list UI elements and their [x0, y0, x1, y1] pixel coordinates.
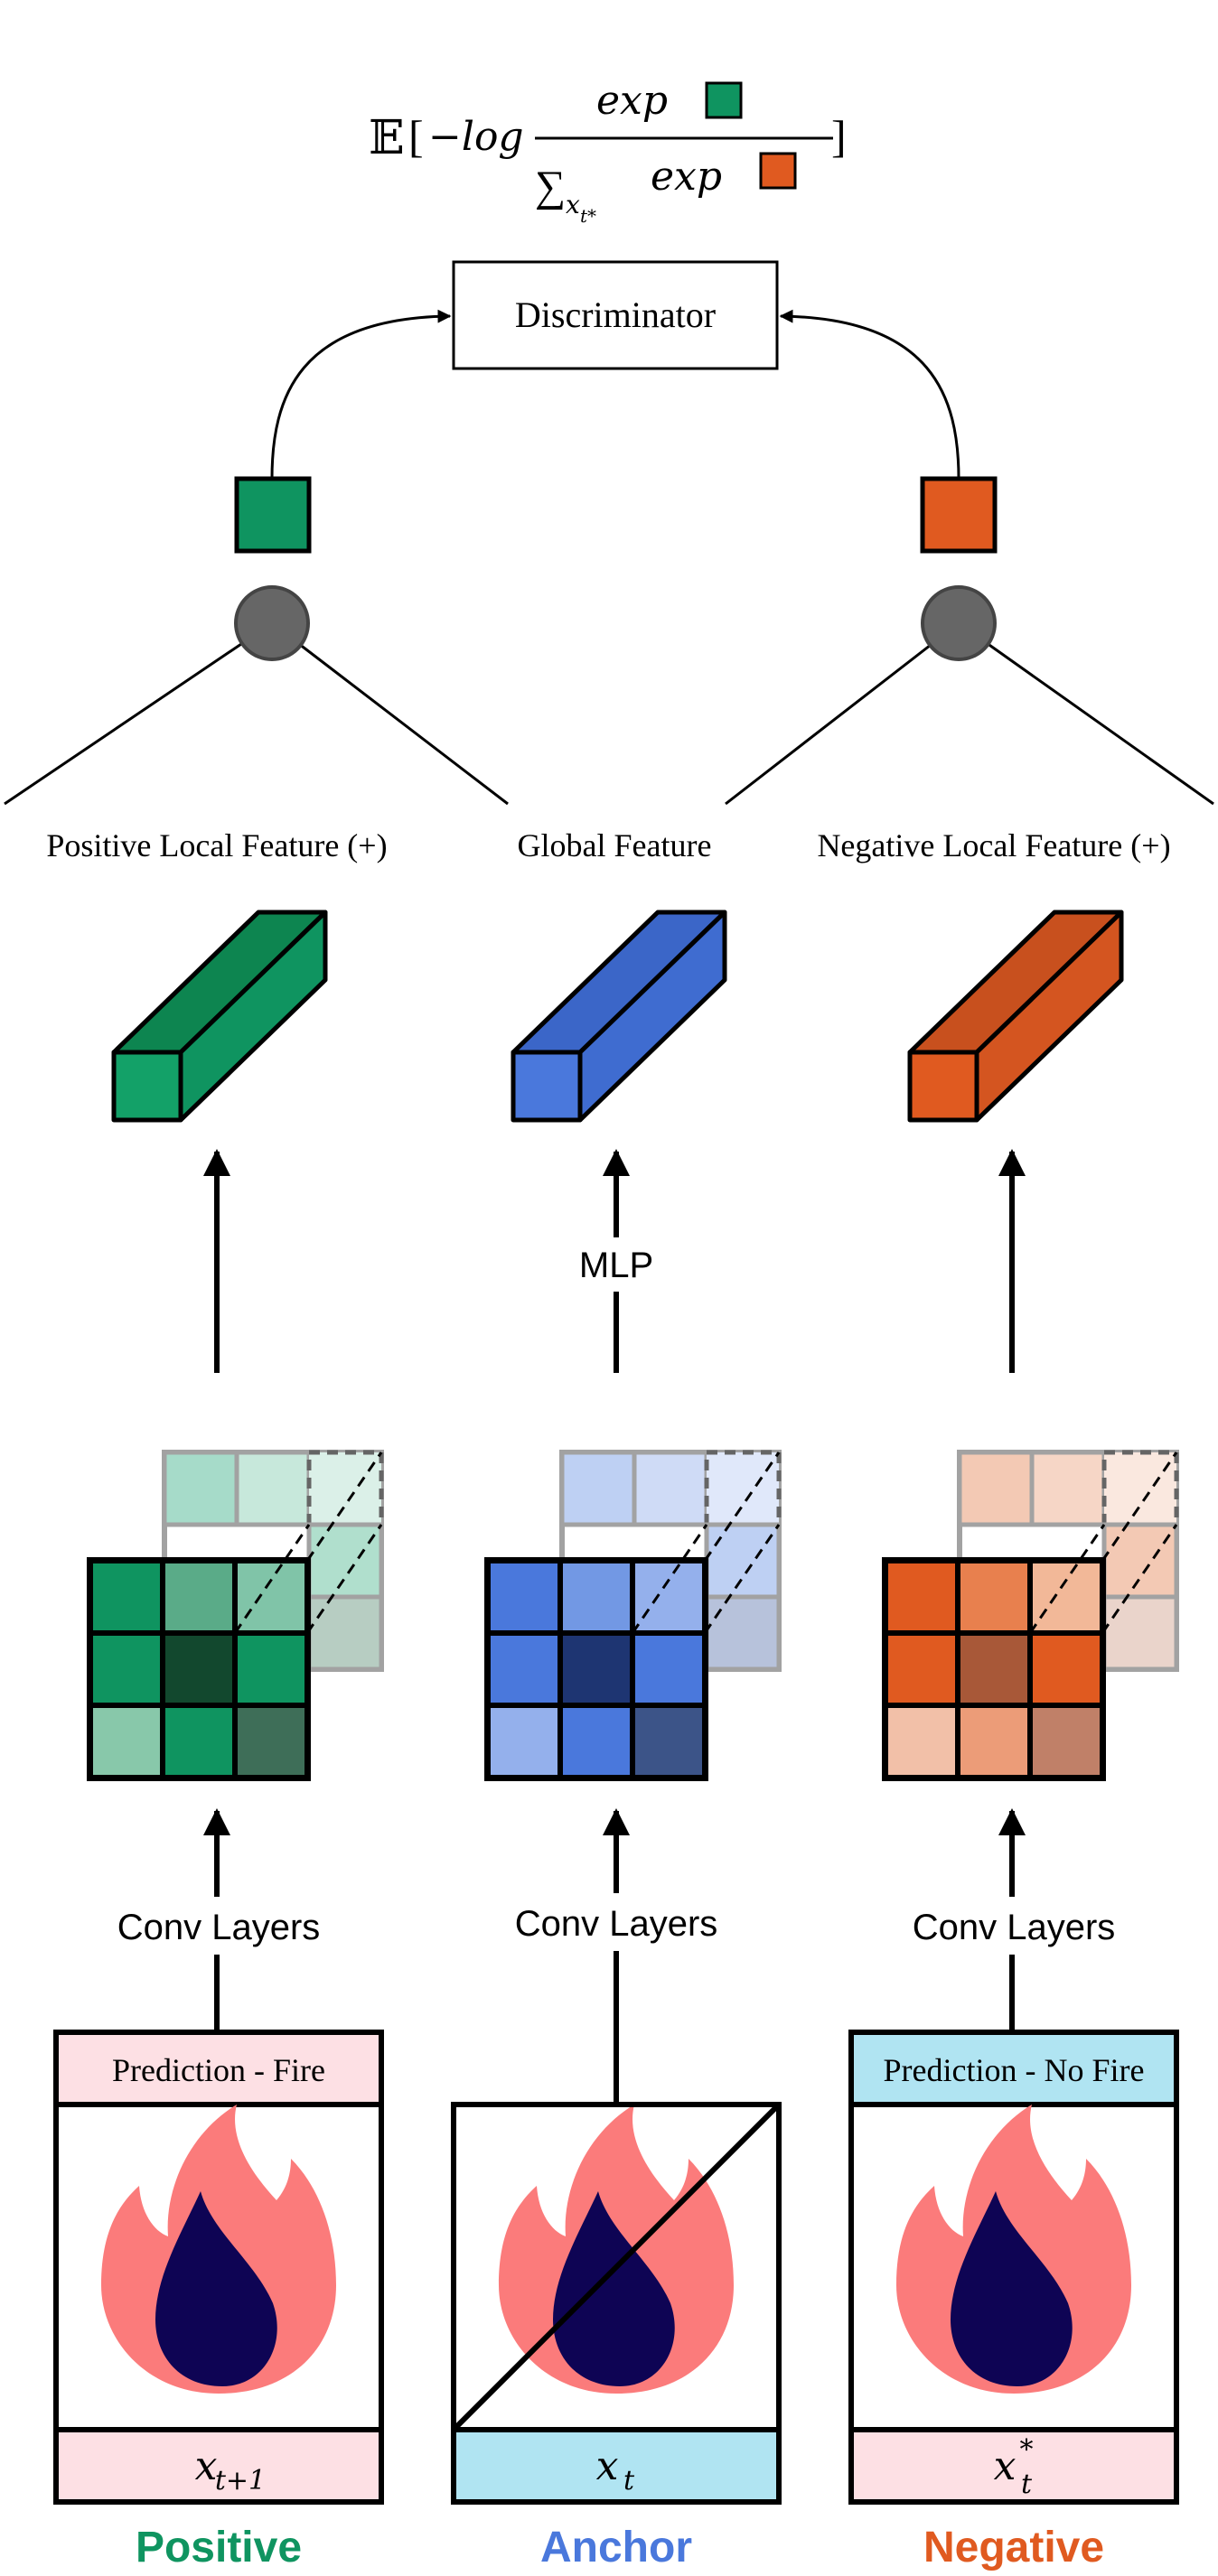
conv-label-bg: [895, 1897, 1131, 1955]
mlp-label: MLP: [579, 1246, 653, 1285]
positive-panel: Prediction - Fire x t+1 Positive: [53, 2030, 384, 2571]
negative-panel: Prediction - No Fire x t * Negative: [848, 2030, 1179, 2571]
anchor-var-sub: t: [623, 2465, 635, 2497]
negative-caption: Negative: [923, 2524, 1104, 2571]
formula-sum-subscript-sub: t*: [580, 205, 596, 227]
conv-label-bg: [99, 1897, 336, 1955]
anchor-var: x: [596, 2443, 619, 2489]
formula-numerator-exp: exp: [596, 78, 668, 124]
negative-score-square: [920, 476, 998, 554]
formula-sum-symbol: ∑: [535, 163, 566, 210]
conv-label-bg: [497, 1893, 735, 1951]
anchor-feature-vector-icon: [511, 910, 727, 1123]
negative-to-discriminator-arrow: [779, 309, 960, 480]
mlp-label-bg: [560, 1237, 672, 1292]
positive-caption: Positive: [136, 2524, 302, 2571]
negative-var-sub: t: [1021, 2469, 1033, 2500]
negative-var: x: [994, 2443, 1017, 2489]
negative-var-sup: *: [1020, 2434, 1034, 2466]
flame-icon: [499, 2105, 734, 2394]
formula-neg-log: −log: [428, 114, 524, 160]
negative-feature-map-icon: [882, 1450, 1179, 1781]
flame-icon: [101, 2105, 336, 2394]
positive-var-sub: t+1: [215, 2465, 266, 2497]
positive-to-discriminator-arrow: [270, 309, 452, 480]
negative-var-band: [848, 2427, 1179, 2505]
discriminator-label: Discriminator: [515, 294, 716, 335]
formula-open-bracket: [: [408, 111, 424, 162]
positive-panel-header: [53, 2030, 384, 2107]
negative-panel-header: [848, 2030, 1179, 2107]
anchor-caption: Anchor: [540, 2524, 692, 2571]
positive-feature-vector-icon: [111, 910, 328, 1123]
loss-formula: 𝔼 [ −log exp ∑ x t* exp ]: [369, 78, 847, 227]
flame-icon: [896, 2105, 1131, 2394]
expectation-symbol: 𝔼: [369, 113, 405, 164]
negative-panel-header-text: Prediction - No Fire: [884, 2052, 1145, 2088]
positive-conv-label: Conv Layers: [117, 1908, 321, 1947]
positive-score-square: [234, 476, 312, 554]
anchor-feature-map-icon: [484, 1450, 782, 1781]
positive-feature-label: Positive Local Feature (+): [46, 827, 387, 863]
global-feature-label: Global Feature: [518, 827, 712, 863]
negative-node-left-line: [725, 621, 960, 806]
negative-feature-label: Negative Local Feature (+): [817, 827, 1170, 863]
positive-feature-map-icon: [87, 1450, 384, 1781]
formula-close-bracket: ]: [831, 111, 847, 162]
anchor-panel: x t Anchor: [451, 2102, 782, 2571]
pooling-node-icon: [921, 585, 997, 661]
negative-conv-label: Conv Layers: [913, 1908, 1116, 1947]
formula-negative-square: [759, 152, 797, 190]
pooling-node-icon: [234, 585, 310, 661]
formula-sum-subscript: x: [566, 190, 580, 219]
formula-denominator-exp: exp: [651, 154, 722, 200]
formula-positive-square: [705, 81, 743, 119]
anchor-conv-label: Conv Layers: [515, 1904, 718, 1944]
positive-var-band: [53, 2427, 384, 2505]
positive-panel-header-text: Prediction - Fire: [112, 2052, 325, 2088]
discriminator-box: [452, 260, 779, 370]
anchor-var-band: [451, 2427, 782, 2505]
positive-var: x: [195, 2443, 218, 2489]
discriminator: Discriminator: [452, 260, 779, 370]
negative-feature-vector-icon: [907, 910, 1124, 1123]
anchor-diagonal-line: [451, 2102, 782, 2432]
positive-node-left-line: [4, 621, 273, 806]
positive-node-right-line: [271, 621, 509, 806]
negative-node-right-line: [958, 621, 1214, 806]
